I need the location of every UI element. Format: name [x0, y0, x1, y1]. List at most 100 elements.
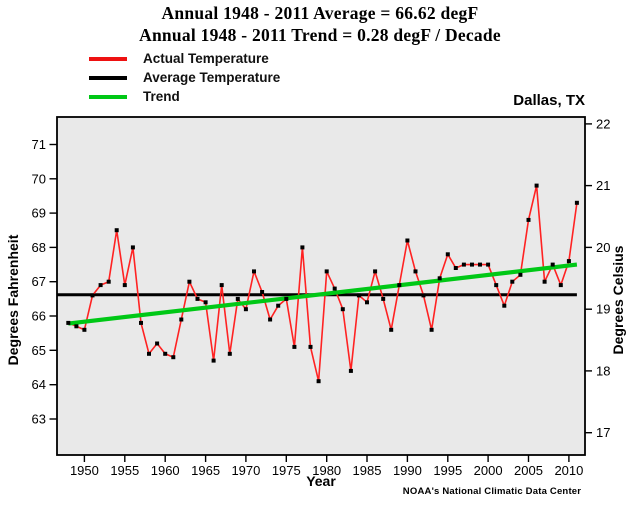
data-point — [429, 327, 434, 332]
left-tick-label: 63 — [32, 412, 46, 427]
right-tick-label: 22 — [596, 116, 610, 131]
data-point — [219, 283, 224, 288]
left-tick-label: 69 — [32, 206, 46, 221]
legend-label-actual: Actual Temperature — [143, 51, 269, 66]
data-point — [365, 300, 369, 305]
data-point — [542, 279, 547, 284]
bottom-tick-label: 1990 — [393, 463, 422, 478]
data-point — [413, 269, 418, 274]
data-point — [558, 283, 563, 288]
right-tick-label: 17 — [596, 425, 610, 440]
bottom-tick-label: 1970 — [231, 463, 260, 478]
bottom-tick-label: 1980 — [312, 463, 341, 478]
data-point — [155, 341, 160, 346]
data-point — [235, 296, 240, 301]
data-point — [260, 290, 265, 294]
data-point — [227, 351, 232, 356]
data-point — [389, 327, 394, 332]
red-line-swatch-icon — [89, 56, 127, 61]
right-tick-label: 19 — [596, 302, 610, 317]
data-point — [139, 320, 143, 325]
left-tick-label: 68 — [32, 240, 46, 255]
data-point — [74, 324, 79, 329]
data-point — [502, 303, 507, 308]
data-point — [276, 303, 281, 308]
data-point — [437, 276, 442, 281]
data-point — [147, 351, 151, 356]
data-point — [308, 344, 313, 349]
data-point — [66, 320, 71, 325]
data-point — [300, 245, 305, 250]
data-point — [534, 183, 539, 188]
black-line-swatch-icon — [89, 75, 127, 80]
data-point — [381, 296, 386, 301]
data-point — [243, 307, 248, 312]
legend: Actual Temperature Average Temperature T… — [89, 49, 280, 106]
y-axis-label-fahrenheit: Degrees Fahrenheit — [5, 234, 21, 366]
data-point — [90, 293, 95, 298]
left-tick-label: 64 — [32, 377, 46, 392]
right-tick-label: 20 — [596, 240, 610, 255]
data-point — [470, 262, 474, 267]
right-tick-label: 18 — [596, 363, 610, 378]
data-point — [292, 344, 297, 349]
data-point — [114, 228, 119, 233]
left-tick-label: 67 — [32, 274, 46, 289]
data-point — [98, 283, 103, 288]
bottom-tick-label: 1995 — [433, 463, 462, 478]
data-point — [461, 262, 466, 267]
green-line-swatch-icon — [89, 94, 127, 99]
bottom-tick-label: 1950 — [70, 463, 99, 478]
data-point — [478, 262, 482, 267]
data-point — [163, 351, 168, 356]
bottom-tick-label: 2000 — [474, 463, 503, 478]
data-point — [397, 283, 402, 288]
bottom-tick-label: 1960 — [151, 463, 180, 478]
data-point — [179, 317, 184, 322]
data-point — [373, 269, 378, 274]
footer-credit: NOAA's National Climatic Data Center — [402, 486, 582, 497]
data-point — [195, 296, 200, 301]
chart-title: Annual 1948 - 2011 Average = 66.62 degF … — [0, 2, 640, 46]
bottom-tick-label: 1965 — [191, 463, 220, 478]
bottom-tick-label: 1975 — [272, 463, 301, 478]
data-point — [510, 279, 515, 284]
data-point — [316, 379, 321, 384]
station-label: Dallas, TX — [513, 92, 585, 109]
trend-line — [68, 262, 578, 326]
data-point — [356, 293, 361, 298]
data-point — [203, 300, 208, 305]
plot-background — [56, 116, 586, 456]
legend-label-trend: Trend — [143, 89, 180, 104]
data-point — [211, 358, 216, 363]
data-point — [494, 283, 499, 288]
data-point — [268, 317, 273, 322]
data-point — [566, 259, 571, 264]
bottom-tick-label: 2010 — [554, 463, 583, 478]
data-point — [252, 269, 256, 274]
right-tick-label: 21 — [596, 178, 610, 193]
x-axis-label-year: Year — [306, 473, 336, 489]
data-point — [171, 355, 176, 360]
title-line-average: Annual 1948 - 2011 Average = 66.62 degF — [161, 3, 479, 23]
bottom-tick-label: 1985 — [353, 463, 382, 478]
data-point — [405, 238, 410, 243]
data-point — [187, 279, 192, 284]
legend-label-average: Average Temperature — [143, 70, 281, 85]
data-point — [332, 286, 337, 291]
data-point — [526, 217, 531, 222]
data-point — [284, 296, 289, 301]
left-tick-label: 65 — [32, 343, 46, 358]
data-point — [445, 252, 450, 257]
legend-item-average-temperature: Average Temperature — [89, 68, 280, 87]
data-point — [82, 327, 87, 332]
data-point — [122, 283, 127, 288]
left-tick-label: 70 — [32, 171, 46, 186]
data-point — [348, 368, 353, 373]
legend-item-trend: Trend — [89, 87, 280, 106]
bottom-tick-label: 1955 — [110, 463, 139, 478]
left-tick-label: 66 — [32, 309, 46, 324]
data-point — [518, 272, 523, 277]
